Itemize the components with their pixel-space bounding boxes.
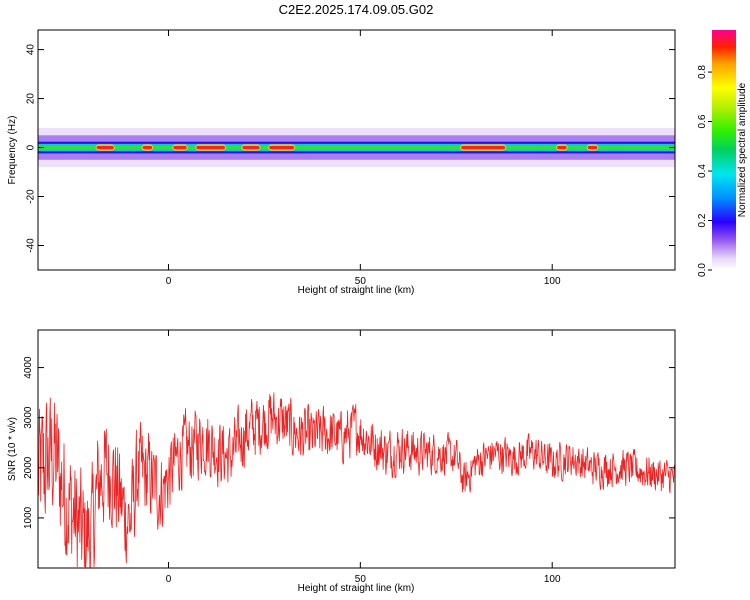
band-peak	[557, 145, 567, 150]
band-peak	[242, 145, 260, 150]
colorbar-gradient	[712, 30, 736, 270]
spectrogram-ytick-label: -20	[26, 189, 37, 204]
colorbar-tick-label: 0.2	[697, 213, 708, 227]
band-peak	[196, 145, 226, 150]
spectrogram-ylabel: Frequency (Hz)	[7, 116, 18, 185]
snr-xtick-label: 100	[544, 574, 561, 585]
colorbar-tick-label: 0.0	[697, 263, 708, 277]
snr-panel: 0 50 100 1000 2000 3000 4000 Height of straigh…	[7, 329, 676, 594]
spectrogram-ytick-label: -40	[26, 238, 37, 253]
spectrogram-frame	[37, 29, 676, 271]
colorbar-tick-label: 0.8	[697, 65, 708, 79]
band-peak	[142, 145, 153, 150]
snr-series-line	[37, 392, 676, 568]
spectrogram-ticks: 0 50 100 -40 -20 0 20 40	[26, 30, 675, 287]
spectrogram-ytick-label: 0	[26, 144, 37, 150]
snr-ytick-label: 4000	[23, 356, 34, 379]
spectrogram-xtick-label: 0	[166, 276, 172, 287]
spectrogram-xtick-label: 50	[355, 276, 367, 287]
snr-ticks: 0 50 100 1000 2000 3000 4000	[23, 330, 675, 585]
snr-frame	[37, 329, 676, 569]
figure-title: C2E2.2025.174.09.05.G02	[279, 2, 434, 17]
spectrogram-ytick-label: 40	[26, 44, 37, 56]
band-peak	[461, 145, 506, 150]
spectrogram-xlabel: Height of straight line (km)	[298, 285, 415, 296]
snr-ylabel: SNR (10 * v/v)	[7, 417, 18, 481]
snr-xtick-label: 50	[355, 574, 367, 585]
snr-xlabel: Height of straight line (km)	[298, 583, 415, 594]
band-peak	[269, 145, 295, 150]
colorbar: 0.0 0.2 0.4 0.6 0.8 Normalized spectral ampl…	[697, 30, 748, 277]
band-peak	[96, 145, 114, 150]
band-peak	[173, 145, 187, 150]
band-peak	[587, 145, 598, 150]
band-center	[38, 145, 675, 150]
spectrogram-panel: 0 50 100 -40 -20 0 20 40 Height of straight lin…	[7, 29, 676, 296]
snr-xtick-label: 0	[166, 574, 172, 585]
snr-ytick-label: 2000	[23, 456, 34, 479]
colorbar-ticks: 0.0 0.2 0.4 0.6 0.8	[697, 65, 712, 277]
colorbar-label: Normalized spectral amplitude	[737, 82, 748, 217]
colorbar-tick-label: 0.4	[697, 164, 708, 178]
colorbar-tick-label: 0.6	[697, 114, 708, 128]
snr-ytick-label: 1000	[23, 506, 34, 529]
spectrogram-ytick-label: 20	[26, 93, 37, 105]
spectrogram-xtick-label: 100	[544, 276, 561, 287]
spectral-band	[38, 127, 675, 168]
snr-ytick-label: 3000	[23, 406, 34, 429]
